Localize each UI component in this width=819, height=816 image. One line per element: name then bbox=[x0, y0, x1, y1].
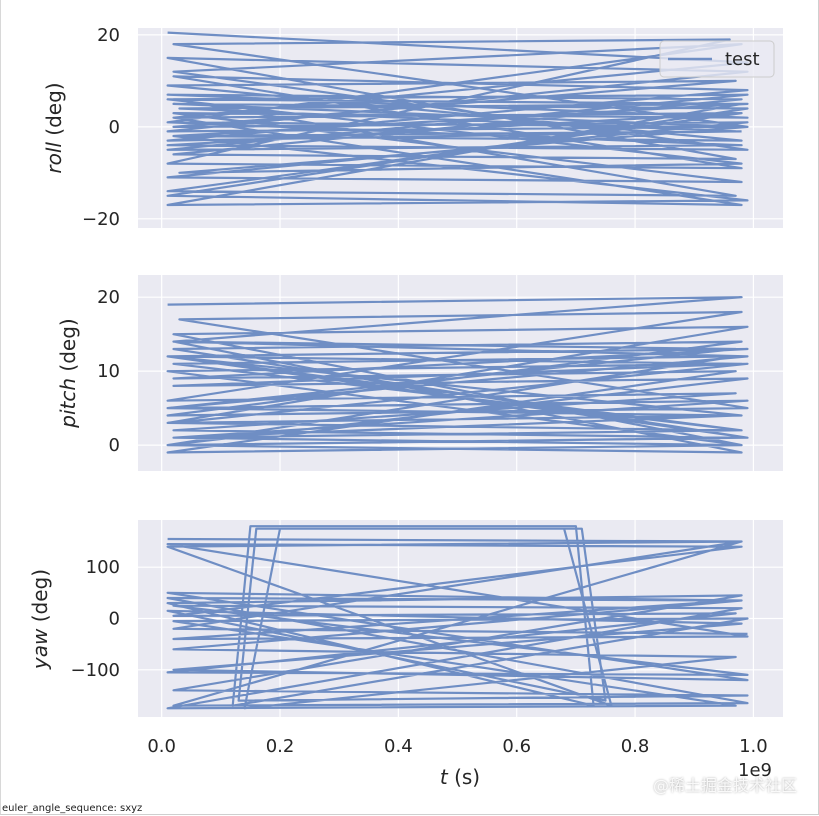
pitch-series-test bbox=[166, 296, 749, 454]
x-tick-label-1: 0.2 bbox=[266, 736, 295, 757]
yaw-panel: 100 0 −100 yaw (deg) bbox=[28, 520, 783, 717]
x-tick-label-3: 0.6 bbox=[502, 736, 531, 757]
yaw-y-ticks: 100 0 −100 bbox=[71, 557, 120, 681]
roll-y-axis-label: roll (deg) bbox=[42, 82, 66, 173]
y-tick-label-0: 100 bbox=[86, 557, 120, 578]
pitch-panel: 20 10 0 pitch (deg) bbox=[56, 275, 783, 471]
pitch-y-ticks: 20 10 0 bbox=[97, 287, 120, 456]
pitch-y-axis-label: pitch (deg) bbox=[56, 318, 80, 428]
roll-series-test bbox=[166, 31, 749, 207]
y-tick-label-1: 10 bbox=[97, 361, 120, 382]
x-tick-label-0: 0.0 bbox=[147, 736, 176, 757]
x-tick-label-2: 0.4 bbox=[384, 736, 413, 757]
pitch-y-label-unit: (deg) bbox=[56, 318, 80, 371]
y-tick-label-1: 0 bbox=[109, 117, 120, 138]
legend-box bbox=[659, 40, 775, 78]
pitch-y-label-var: pitch bbox=[56, 378, 80, 429]
x-tick-label-5: 1.0 bbox=[739, 736, 768, 757]
x-label-unit: (s) bbox=[454, 765, 480, 789]
legend: test bbox=[659, 40, 775, 78]
y-tick-label-2: 0 bbox=[109, 435, 120, 456]
yaw-series-test bbox=[166, 525, 749, 710]
y-tick-label-2: −100 bbox=[71, 660, 120, 681]
x-axis-label: t (s) bbox=[440, 765, 480, 789]
series-line-test bbox=[166, 525, 749, 710]
x-label-var: t bbox=[440, 765, 449, 789]
x-tick-label-4: 0.8 bbox=[621, 736, 650, 757]
yaw-y-label-var: yaw bbox=[28, 628, 52, 670]
yaw-y-label-unit: (deg) bbox=[28, 569, 52, 622]
roll-y-ticks: 20 0 −20 bbox=[82, 25, 120, 230]
x-offset-text: 1e9 bbox=[738, 760, 772, 781]
y-tick-label-1: 0 bbox=[109, 609, 120, 630]
footer-status-text: euler_angle_sequence: sxyz bbox=[2, 803, 143, 814]
y-tick-label-2: −20 bbox=[82, 209, 120, 230]
x-ticks: 0.0 0.2 0.4 0.6 0.8 1.0 bbox=[147, 736, 767, 757]
roll-y-label-var: roll bbox=[42, 142, 66, 174]
roll-panel: 20 0 −20 roll (deg) test bbox=[42, 25, 783, 230]
legend-label-test: test bbox=[725, 49, 760, 70]
roll-y-label-unit: (deg) bbox=[42, 82, 66, 135]
watermark: @稀土掘金技术社区 bbox=[652, 776, 797, 795]
yaw-y-axis-label: yaw (deg) bbox=[28, 569, 52, 670]
y-tick-label-0: 20 bbox=[97, 287, 120, 308]
series-line-test bbox=[166, 296, 749, 454]
series-line-test bbox=[166, 31, 749, 207]
y-tick-label-0: 20 bbox=[97, 25, 120, 46]
